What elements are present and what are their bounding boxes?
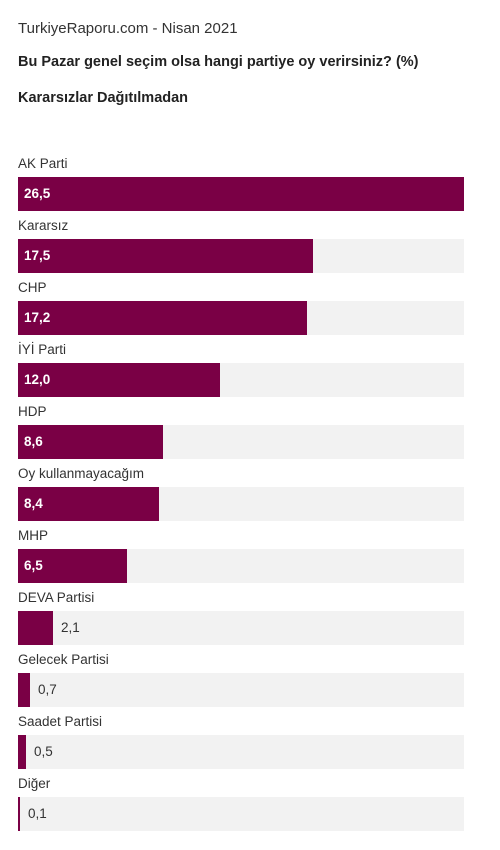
chart-subtitle: Kararsızlar Dağıtılmadan <box>18 90 189 106</box>
bar-row: Diğer 0,1 <box>18 775 464 837</box>
bar <box>18 611 53 645</box>
bar-row: Oy kullanmayacağım 8,4 <box>18 465 464 527</box>
bar-row: HDP 8,6 <box>18 403 464 465</box>
bar <box>18 673 30 707</box>
bar-value-label: 0,7 <box>38 682 57 697</box>
bar-track: 0,7 <box>18 673 464 707</box>
bar-track: 0,5 <box>18 735 464 769</box>
bar-track: 6,5 <box>18 549 464 583</box>
bar-category-label: Saadet Partisi <box>18 714 103 729</box>
bar <box>18 363 220 397</box>
bar-row: AK Parti 26,5 <box>18 155 464 217</box>
bar-category-label: Oy kullanmayacağım <box>18 466 145 481</box>
bar <box>18 177 464 211</box>
bar-category-label: DEVA Partisi <box>18 590 95 605</box>
bar-chart: AK Parti 26,5 Kararsız 17,5 CHP 17,2 İYİ Parti… <box>18 155 464 837</box>
bar-value-label: 2,1 <box>61 620 80 635</box>
bar-track: 12,0 <box>18 363 464 397</box>
bar-row: Saadet Partisi 0,5 <box>18 713 464 775</box>
chart-header: TurkiyeRaporu.com - Nisan 2021 Bu Pazar … <box>18 20 488 106</box>
source-text: TurkiyeRaporu.com - Nisan 2021 <box>18 20 238 37</box>
bar-row: MHP 6,5 <box>18 527 464 589</box>
bar-track: 8,6 <box>18 425 464 459</box>
bar-track: 26,5 <box>18 177 464 211</box>
bar-value-label: 26,5 <box>24 186 51 201</box>
bar-value-label: 8,6 <box>24 434 43 449</box>
chart-title: Bu Pazar genel seçim olsa hangi partiye … <box>18 54 419 70</box>
bar-row: CHP 17,2 <box>18 279 464 341</box>
bar-track: 0,1 <box>18 797 464 831</box>
bar <box>18 487 159 521</box>
bar-category-label: Kararsız <box>18 218 69 233</box>
bar-category-label: AK Parti <box>18 156 68 171</box>
bar-value-label: 12,0 <box>24 372 51 387</box>
bar-value-label: 0,1 <box>28 806 47 821</box>
bar-row: Gelecek Partisi 0,7 <box>18 651 464 713</box>
bar-row: DEVA Partisi 2,1 <box>18 589 464 651</box>
bar-category-label: Gelecek Partisi <box>18 652 109 667</box>
bar-value-label: 8,4 <box>24 496 43 511</box>
bar-category-label: HDP <box>18 404 47 419</box>
bar-value-label: 0,5 <box>34 744 53 759</box>
bar-category-label: CHP <box>18 280 47 295</box>
bar-track: 17,5 <box>18 239 464 273</box>
bar-value-label: 17,2 <box>24 310 51 325</box>
bar-category-label: MHP <box>18 528 48 543</box>
bar <box>18 425 163 459</box>
bar <box>18 797 20 831</box>
bar-category-label: Diğer <box>18 776 51 791</box>
bar-value-label: 6,5 <box>24 558 43 573</box>
bar-row: İYİ Parti 12,0 <box>18 341 464 403</box>
bar-category-label: İYİ Parti <box>18 342 67 357</box>
bar-track: 2,1 <box>18 611 464 645</box>
bar <box>18 301 307 335</box>
bar-track: 17,2 <box>18 301 464 335</box>
bar-track: 8,4 <box>18 487 464 521</box>
bar <box>18 549 127 583</box>
bar <box>18 735 26 769</box>
bar <box>18 239 313 273</box>
bar-row: Kararsız 17,5 <box>18 217 464 279</box>
bar-value-label: 17,5 <box>24 248 51 263</box>
